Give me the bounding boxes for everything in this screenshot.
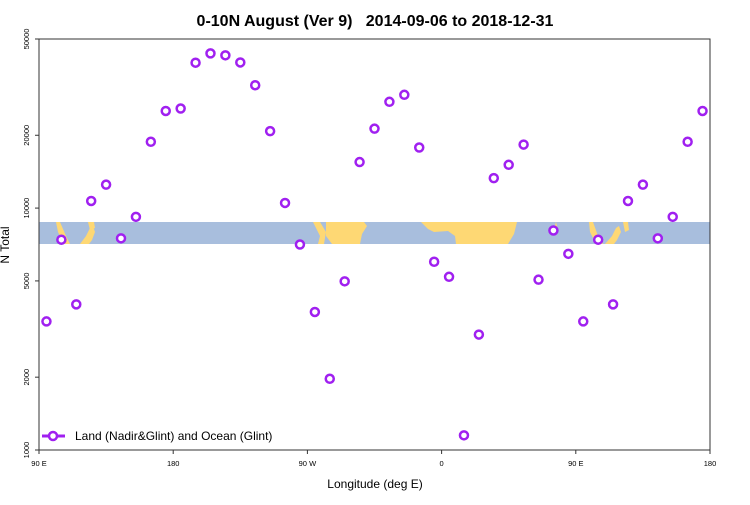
data-point [473, 329, 485, 340]
x-tick-label: 0 [440, 459, 444, 468]
land-south-america [326, 222, 367, 244]
data-point [503, 159, 514, 171]
data-point [563, 248, 574, 260]
legend-marker [47, 430, 59, 442]
data-point [458, 430, 470, 441]
y-tick-label: 10000 [22, 198, 31, 219]
x-axis: 90 E 180 90 W 0 90 E 180 [31, 450, 716, 468]
y-tick-label: 1000 [22, 442, 31, 459]
data-point [652, 233, 664, 244]
land-borneo-2 [623, 222, 629, 232]
data-point [622, 195, 634, 207]
data-point [592, 234, 604, 245]
land-malaysia-2 [605, 226, 621, 244]
chart-title: 0-10N August (Ver 9) 2014-09-06 to 2018-… [197, 13, 554, 30]
data-point [175, 103, 186, 114]
y-tick-label: 20000 [22, 125, 31, 146]
y-tick-label: 50000 [22, 29, 31, 50]
data-point [190, 57, 201, 68]
x-tick-label: 90 W [299, 459, 317, 468]
data-point [294, 239, 306, 250]
data-point [369, 123, 380, 134]
map-band [39, 222, 710, 244]
data-point [354, 156, 365, 168]
data-point [205, 48, 216, 59]
data-point [443, 271, 455, 283]
data-point [518, 139, 529, 150]
data-point [41, 316, 52, 327]
data-point [71, 299, 82, 310]
y-axis-label: N Total [0, 226, 12, 263]
land-borneo [88, 222, 95, 230]
data-point [667, 211, 678, 223]
data-point [488, 172, 500, 184]
land-central-america [313, 222, 326, 244]
plot-frame [38, 38, 711, 451]
data-point [85, 195, 97, 207]
x-tick-label: 90 E [31, 459, 46, 468]
data-point [413, 142, 425, 153]
data-point [264, 125, 276, 137]
data-point [56, 234, 67, 245]
data-point [533, 274, 544, 285]
data-point [235, 57, 246, 68]
data-points [41, 48, 708, 441]
data-point [324, 373, 336, 385]
data-point [220, 50, 231, 61]
data-point [428, 256, 440, 268]
land-southeast-asia-east [80, 226, 95, 244]
data-point [578, 316, 589, 327]
ocean-band [39, 222, 710, 244]
legend: Land (Nadir&Glint) and Ocean (Glint) [42, 429, 272, 443]
land-southeast-asia-west [56, 222, 70, 244]
y-tick-label: 2000 [22, 369, 31, 386]
x-tick-label: 180 [167, 459, 180, 468]
x-tick-label: 180 [704, 459, 717, 468]
data-point [115, 233, 127, 244]
data-point [249, 79, 261, 91]
data-point [682, 136, 693, 148]
y-tick-label: 5000 [22, 273, 31, 290]
data-point [279, 197, 291, 209]
data-point [548, 225, 559, 236]
data-point [309, 306, 321, 318]
data-point [160, 105, 171, 117]
data-point [637, 179, 649, 190]
y-axis: 1000 2000 5000 10000 20000 50000 [22, 29, 39, 459]
x-axis-label: Longitude (deg E) [327, 477, 422, 491]
data-point [607, 299, 619, 310]
data-point [384, 96, 395, 108]
data-point [100, 179, 112, 190]
legend-label: Land (Nadir&Glint) and Ocean (Glint) [75, 429, 272, 443]
data-point [145, 136, 157, 148]
data-point [399, 89, 410, 101]
data-point [697, 105, 708, 117]
land-africa [421, 222, 517, 244]
data-point [339, 276, 350, 287]
x-tick-label: 90 E [568, 459, 583, 468]
data-point [130, 211, 142, 223]
